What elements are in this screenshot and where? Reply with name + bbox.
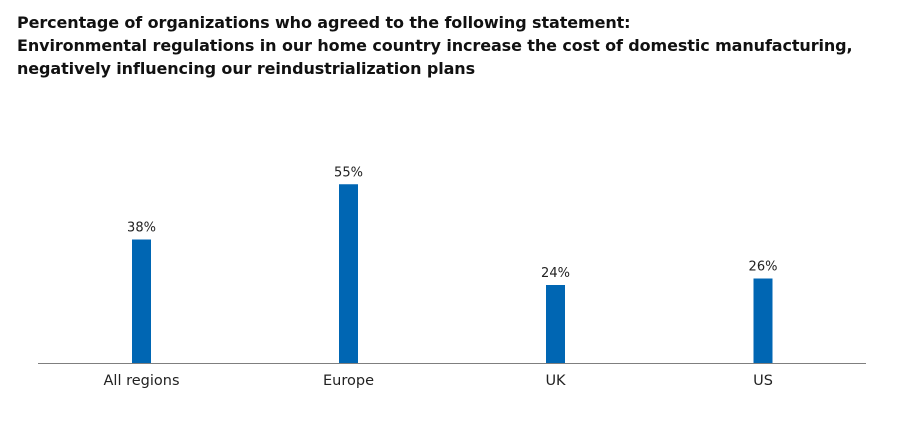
bar-europe (339, 184, 358, 363)
chart-title-line-1: Percentage of organizations who agreed t… (17, 13, 631, 32)
data-label: 55% (334, 165, 363, 180)
labels-group: 38% All regions 55% Europe 24% UK 26% US (104, 165, 778, 389)
data-label: 38% (127, 221, 156, 236)
bar-all-regions (132, 239, 151, 363)
x-tick-label: Europe (323, 373, 374, 389)
bar-uk (546, 285, 565, 363)
x-tick-label: UK (545, 373, 566, 389)
data-label: 24% (541, 266, 570, 281)
chart-title-line-2: Environmental regulations in our home co… (17, 36, 853, 55)
bar-us (753, 278, 773, 363)
data-label: 26% (749, 260, 778, 275)
bars-group (132, 184, 773, 363)
chart-title-line-3: negatively influencing our reindustriali… (17, 59, 475, 78)
x-tick-label: US (753, 373, 773, 389)
x-tick-label: All regions (104, 373, 180, 389)
chart-title: Percentage of organizations who agreed t… (17, 11, 887, 80)
